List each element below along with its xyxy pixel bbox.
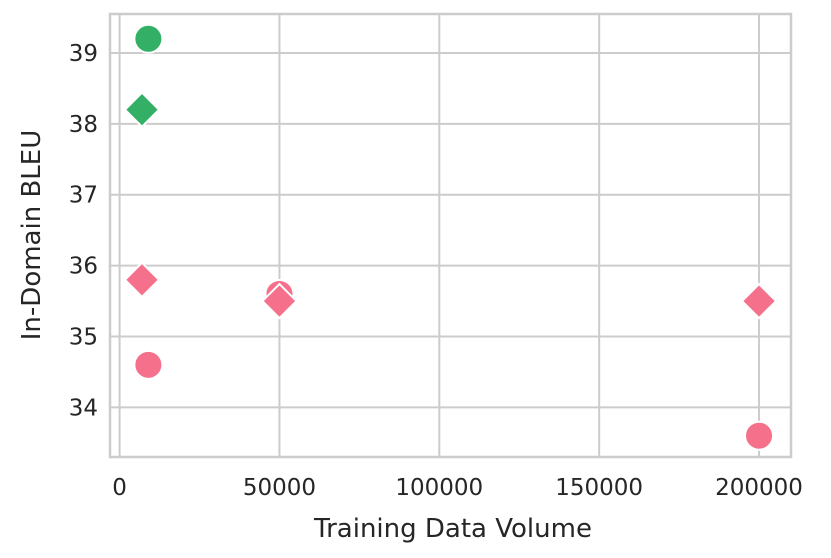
y-tick-label: 36 (69, 254, 98, 280)
data-point-diamond (123, 91, 161, 129)
x-tick-label: 50000 (243, 475, 316, 501)
x-tick-label: 150000 (555, 475, 643, 501)
data-point-circle (133, 23, 164, 54)
y-tick-label: 34 (69, 395, 98, 421)
y-tick-label: 39 (69, 41, 98, 67)
data-point-diamond (123, 261, 161, 299)
x-tick-label: 0 (112, 475, 127, 501)
x-axis-label: Training Data Volume (313, 514, 592, 544)
y-tick-label: 35 (69, 325, 98, 351)
data-point-circle (133, 349, 164, 380)
x-tick-label: 200000 (715, 475, 803, 501)
grid (110, 14, 791, 457)
y-axis-label: In-Domain BLEU (17, 130, 47, 340)
data-points (123, 23, 778, 451)
x-tick-label: 100000 (395, 475, 483, 501)
x-tick-labels: 0 50000 100000 150000 200000 (112, 475, 803, 501)
data-point-diamond (261, 282, 298, 320)
plot-frame (108, 12, 793, 459)
y-tick-label: 37 (69, 183, 98, 209)
y-tick-label: 38 (69, 112, 98, 138)
y-tick-labels: 34 35 36 37 38 39 (69, 41, 98, 421)
data-point-diamond (740, 282, 778, 320)
data-point-circle (744, 420, 775, 451)
